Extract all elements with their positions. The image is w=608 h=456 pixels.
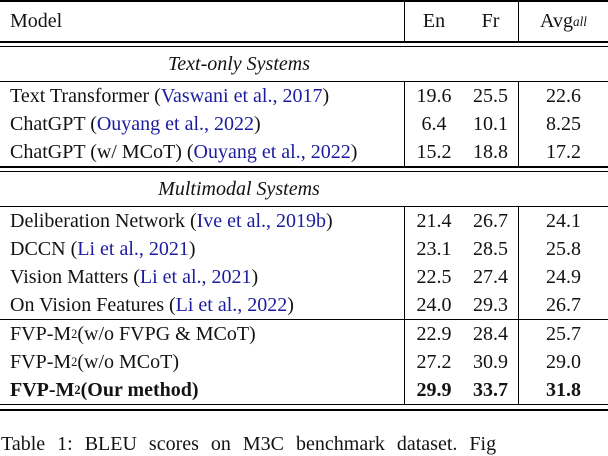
table-row: FVP-M 2 (Our method) 29.9 33.7 31.8 [0, 376, 608, 404]
table-top-rule [0, 0, 608, 2]
section-title: Text-only Systems [167, 52, 310, 75]
avg-score: 24.9 [518, 263, 608, 291]
section-divider-rule [0, 319, 608, 320]
en-score: 24.0 [404, 291, 463, 319]
avg-score: 25.7 [518, 320, 608, 348]
model-cell: On Vision Features (Li et al., 2022) [0, 291, 404, 319]
model-cell: FVP-M 2 (w/o FVPG & MCoT) [10, 322, 256, 345]
fr-score: 30.9 [473, 350, 508, 373]
table-row: FVP-M 2 (w/o FVPG & MCoT) 22.9 28.4 25.7 [0, 320, 608, 348]
table-row: DCCN (Li et al., 2021) 23.1 28.5 25.8 [0, 235, 608, 263]
fr-score: 29.3 [473, 293, 508, 316]
model-name-suffix: (Our method) [80, 378, 199, 401]
model-name: DCCN ( [10, 237, 78, 260]
model-cell: Deliberation Network (Ive et al., 2019b) [0, 207, 404, 235]
model-cell: Text Transformer (Vaswani et al., 2017) [0, 82, 404, 110]
table-bottom-rule [0, 404, 608, 411]
citation-link[interactable]: Vaswani et al., 2017 [160, 84, 323, 107]
en-score: 19.6 [404, 82, 463, 110]
en-score: 15.2 [404, 138, 463, 166]
fr-score: 25.5 [473, 84, 508, 107]
en-score: 27.2 [404, 348, 463, 376]
citation-link[interactable]: Li et al., 2021 [77, 237, 189, 260]
model-name: On Vision Features ( [10, 293, 176, 316]
avg-score: 8.25 [518, 110, 608, 138]
en-score: 29.9 [404, 376, 463, 404]
header-en: En [404, 2, 463, 41]
model-name: FVP-M [10, 378, 75, 401]
header-avg-label: Avg [540, 10, 574, 32]
fr-score: 27.4 [473, 265, 508, 288]
avg-score: 24.1 [518, 207, 608, 235]
table-header-row: Model En Fr Avg all [0, 2, 608, 41]
model-name-suffix: ) [251, 265, 259, 288]
table-row: Vision Matters (Li et al., 2021) 22.5 27.4… [0, 263, 608, 291]
table-row: FVP-M 2 (w/o MCoT) 27.2 30.9 29.0 [0, 348, 608, 376]
fr-score: 26.7 [473, 209, 508, 232]
en-score: 23.1 [404, 235, 463, 263]
model-name: ChatGPT ( [10, 112, 97, 135]
header-model: Model [10, 10, 63, 32]
model-name-suffix: ) [287, 293, 294, 316]
header-avg: Avg all [518, 2, 608, 41]
en-score: 22.5 [404, 263, 463, 291]
citation-link[interactable]: Ouyang et al., 2022 [96, 112, 255, 135]
en-score: 21.4 [404, 207, 463, 235]
model-cell: ChatGPT (w/ MCoT) (Ouyang et al., 2022) [0, 138, 404, 166]
citation-link[interactable]: Li et al., 2022 [175, 293, 288, 316]
model-name: Text Transformer ( [10, 84, 161, 107]
fr-score: 10.1 [473, 112, 508, 135]
model-cell: Vision Matters (Li et al., 2021) [0, 263, 404, 291]
table-row: ChatGPT (Ouyang et al., 2022) 6.4 10.1 8.25 [0, 110, 608, 138]
model-name: FVP-M [10, 322, 72, 345]
avg-score: 17.2 [518, 138, 608, 166]
model-name-suffix: ) [350, 140, 358, 163]
header-double-rule [0, 41, 608, 47]
avg-score: 29.0 [518, 348, 608, 376]
citation-link[interactable]: Ive et al., 2019b [196, 209, 327, 232]
section-title-rule [0, 206, 608, 207]
citation-link[interactable]: Li et al., 2021 [139, 265, 252, 288]
section-title: Multimodal Systems [158, 177, 320, 200]
model-name-suffix: ) [326, 209, 333, 232]
model-name: FVP-M [10, 350, 72, 373]
citation-link[interactable]: Ouyang et al., 2022 [193, 140, 351, 163]
table-caption: Table 1: BLEU scores on M3C benchmark da… [1, 433, 497, 455]
section-title-rule [0, 81, 608, 82]
table-row: Deliberation Network (Ive et al., 2019b)… [0, 207, 608, 235]
avg-score: 26.7 [518, 291, 608, 319]
model-name-suffix: (w/o FVPG & MCoT) [77, 322, 256, 345]
en-score: 22.9 [404, 320, 463, 348]
model-name: Deliberation Network ( [10, 209, 197, 232]
model-name: Vision Matters ( [10, 265, 140, 288]
fr-score: 28.4 [473, 322, 508, 345]
table-row: ChatGPT (w/ MCoT) (Ouyang et al., 2022) 1… [0, 138, 608, 166]
fr-score: 28.5 [473, 237, 508, 260]
model-name-suffix: ) [254, 112, 261, 135]
model-name-suffix: ) [188, 237, 196, 260]
fr-score: 18.8 [473, 140, 508, 163]
fr-score: 33.7 [473, 378, 508, 401]
model-cell: FVP-M 2 (Our method) [10, 378, 199, 401]
table-body: Text-only Systems Text Transformer (Vaswa… [0, 47, 608, 404]
en-score: 6.4 [404, 110, 463, 138]
avg-score: 31.8 [518, 376, 608, 404]
avg-score: 25.8 [518, 235, 608, 263]
table-row: Text Transformer (Vaswani et al., 2017) 1… [0, 82, 608, 110]
avg-score: 22.6 [518, 82, 608, 110]
model-cell: ChatGPT (Ouyang et al., 2022) [0, 110, 404, 138]
model-name: ChatGPT (w/ MCoT) ( [10, 140, 194, 163]
model-cell: FVP-M 2 (w/o MCoT) [10, 350, 180, 373]
model-name-suffix: ) [322, 84, 330, 107]
section-divider-double-rule [0, 166, 608, 172]
table-row: On Vision Features (Li et al., 2022) 24.0… [0, 291, 608, 319]
header-fr: Fr [481, 10, 500, 32]
model-cell: DCCN (Li et al., 2021) [0, 235, 404, 263]
model-name-suffix: (w/o MCoT) [77, 350, 180, 373]
